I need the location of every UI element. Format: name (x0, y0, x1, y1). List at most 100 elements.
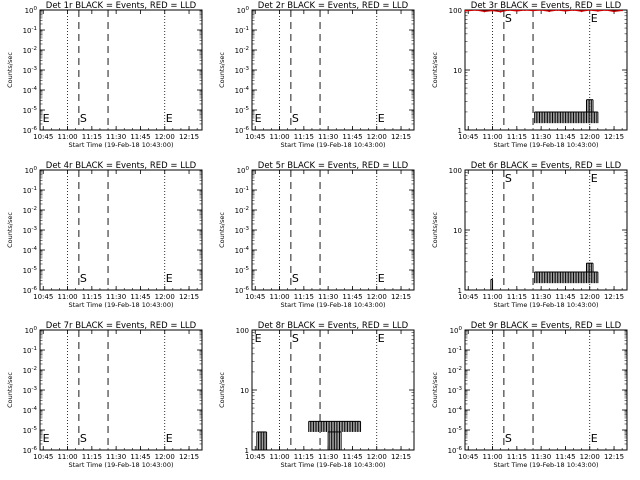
marker-label-s: S (292, 332, 299, 345)
chart-panel-det1r: Det 1r BLACK = Events, RED = LLD 10:45 11:… (6, 1, 203, 149)
marker-label-e: E (591, 172, 598, 185)
x-tick-label: 12:15 (179, 293, 199, 301)
y-tick-label: 10-2 (23, 46, 37, 55)
panel-title: Det 6r BLACK = Events, RED = LLD (471, 161, 622, 171)
marker-label-s: S (80, 112, 87, 125)
y-tick-label: 10-4 (235, 86, 250, 95)
lld-point (588, 10, 591, 12)
y-tick-label: 100 (449, 167, 462, 175)
panel-title: Det 4r BLACK = Events, RED = LLD (46, 161, 197, 171)
lld-point (564, 10, 567, 12)
lld-point (483, 10, 486, 13)
x-tick-label: 11:45 (130, 293, 150, 301)
y-tick-label: 100 (237, 166, 250, 175)
x-tick-label: 11:45 (342, 453, 362, 461)
x-tick-label: 12:15 (604, 453, 624, 461)
y-tick-label: 10-2 (448, 366, 462, 375)
y-tick-label: 10-4 (23, 246, 38, 255)
x-tick-label: 10:45 (458, 133, 478, 141)
chart-panel-det4r: Det 4r BLACK = Events, RED = LLD 10:45 11:… (6, 161, 203, 309)
x-tick-label: 10:45 (458, 293, 478, 301)
marker-label-s: S (505, 432, 512, 445)
chart-panel-det3r: Det 3r BLACK = Events, RED = LLD 10:45 11:… (431, 1, 628, 149)
y-tick-label: 10-5 (448, 426, 463, 435)
x-tick-label: 12:15 (604, 293, 624, 301)
x-tick-label: 12:00 (580, 293, 600, 301)
y-tick-label: 10-3 (23, 386, 38, 395)
x-tick-label: 11:15 (507, 453, 527, 461)
lld-point (580, 10, 583, 13)
marker-label-s: S (80, 272, 87, 285)
x-tick-label: 11:00 (57, 133, 77, 141)
y-tick-label: 10 (453, 67, 462, 75)
panel-title: Det 5r BLACK = Events, RED = LLD (258, 161, 409, 171)
x-tick-label: 11:30 (106, 453, 126, 461)
x-tick-label: 12:00 (155, 293, 175, 301)
x-tick-label: 10:45 (33, 453, 53, 461)
x-axis-label: Start Time (19-Feb-18 10:43:00) (494, 141, 599, 149)
chart-panel-det9r: Det 9r BLACK = Events, RED = LLD 10:45 11:… (431, 321, 628, 469)
x-tick-label: 11:30 (318, 133, 338, 141)
x-tick-label: 10:45 (458, 453, 478, 461)
marker-label-e: E (378, 112, 385, 125)
x-axis-label: Start Time (19-Feb-18 10:43:00) (69, 461, 174, 469)
x-axis-label: Start Time (19-Feb-18 10:43:00) (494, 301, 599, 309)
y-tick-label: 10 (240, 387, 249, 395)
panel-title: Det 8r BLACK = Events, RED = LLD (258, 321, 409, 331)
lld-line (465, 10, 623, 13)
lld-point (507, 10, 510, 12)
y-tick-label: 10-6 (235, 126, 250, 135)
y-axis-label: Counts/sec (431, 372, 439, 408)
y-tick-label: 100 (25, 166, 38, 175)
lld-point (604, 10, 607, 12)
x-axis-label: Start Time (19-Feb-18 10:43:00) (69, 141, 174, 149)
marker-label-s: S (292, 272, 299, 285)
x-tick-label: 11:45 (130, 133, 150, 141)
x-tick-label: 11:15 (507, 133, 527, 141)
lld-point (572, 10, 575, 12)
chart-panel-det6r: Det 6r BLACK = Events, RED = LLD 10:45 11:… (431, 161, 628, 309)
y-tick-label: 10-1 (23, 346, 37, 355)
y-tick-label: 10-5 (235, 106, 250, 115)
x-tick-label: 11:45 (555, 453, 575, 461)
y-tick-label: 10-5 (23, 426, 38, 435)
plot-frame (39, 329, 203, 451)
x-tick-label: 11:00 (269, 293, 289, 301)
panel-title: Det 9r BLACK = Events, RED = LLD (471, 321, 622, 331)
plot-frame (251, 169, 415, 291)
lld-point (515, 10, 518, 12)
data-layer (256, 420, 362, 450)
marker-label-e: E (43, 112, 50, 125)
y-tick-label: 10-1 (448, 346, 462, 355)
lld-point (465, 10, 466, 12)
marker-label-e: E (378, 332, 385, 345)
lld-point (613, 10, 616, 13)
y-tick-label: 10-2 (23, 206, 37, 215)
chart-panel-det2r: Det 2r BLACK = Events, RED = LLD 10:45 11:… (218, 1, 415, 149)
marker-label-s: S (505, 12, 512, 25)
x-tick-label: 12:15 (391, 293, 411, 301)
x-tick-label: 11:15 (82, 133, 102, 141)
y-tick-label: 10-2 (235, 206, 249, 215)
y-tick-label: 100 (25, 6, 38, 15)
x-tick-label: 11:30 (531, 293, 551, 301)
lld-point (523, 10, 526, 12)
panel-title: Det 3r BLACK = Events, RED = LLD (471, 1, 622, 11)
lld-point (475, 10, 478, 12)
marker-label-s: S (292, 112, 299, 125)
x-tick-label: 11:15 (82, 453, 102, 461)
x-tick-label: 12:00 (367, 133, 387, 141)
x-tick-label: 10:45 (245, 453, 265, 461)
y-axis-label: Counts/sec (431, 212, 439, 248)
y-tick-label: 10-4 (448, 406, 463, 415)
plot-frame (251, 9, 415, 131)
y-tick-label: 100 (25, 326, 38, 335)
lld-point (532, 10, 535, 12)
x-tick-label: 12:00 (367, 293, 387, 301)
chart-panel-det7r: Det 7r BLACK = Events, RED = LLD 10:45 11:… (6, 321, 203, 469)
y-tick-label: 10-6 (23, 126, 38, 135)
x-tick-label: 11:00 (482, 453, 502, 461)
lld-point (491, 10, 494, 12)
y-tick-label: 10 (453, 227, 462, 235)
lld-point (556, 10, 559, 12)
